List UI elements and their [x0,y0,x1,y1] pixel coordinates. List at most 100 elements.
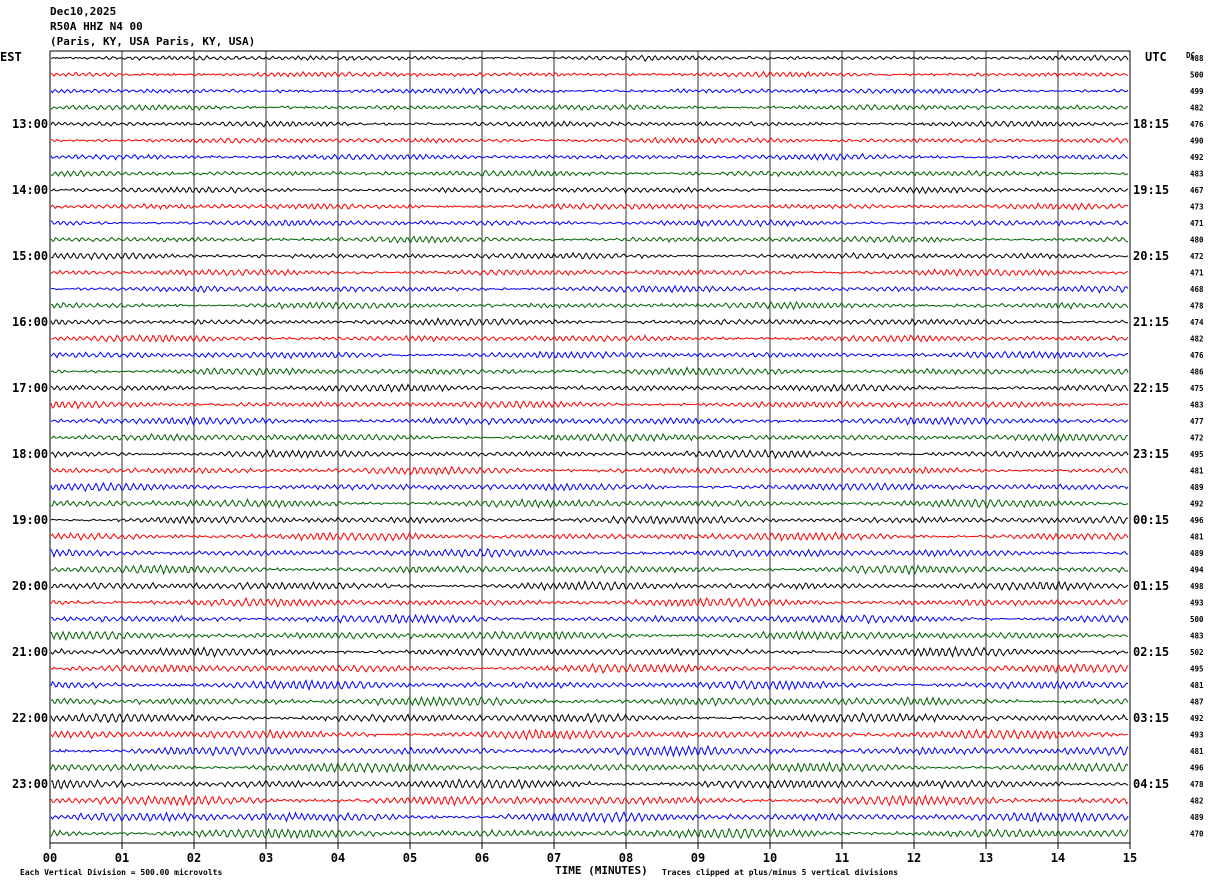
trace-15 [50,300,1129,311]
dc-value: 470 [1190,830,1204,839]
dc-value: 471 [1190,269,1204,278]
dc-value: 478 [1190,302,1204,311]
dc-value: 499 [1190,87,1204,96]
trace-36 [50,645,1129,658]
dc-value: 480 [1190,236,1204,245]
trace-29 [50,531,1129,542]
dc-value: 500 [1190,71,1204,80]
footer-clip-note: Traces clipped at plus/minus 5 vertical … [662,867,898,877]
x-tick-label: 11 [835,851,849,865]
hour-label-utc: 22:15 [1133,381,1169,395]
dc-value: 483 [1190,401,1204,410]
hour-label-est: 14:00 [12,183,48,197]
trace-27 [50,497,1129,509]
x-tick-label: 10 [763,851,777,865]
trace-13 [50,268,1129,278]
trace-43 [50,761,1129,774]
dc-value: 500 [1190,615,1204,624]
trace-6 [50,152,1129,162]
dc-value: 478 [1190,780,1204,789]
trace-26 [50,481,1129,493]
trace-35 [50,630,1129,642]
trace-3 [50,103,1129,112]
hour-label-est: 16:00 [12,315,48,329]
trace-9 [50,202,1129,211]
dc-value: 493 [1190,731,1204,740]
dc-value: 474 [1190,318,1204,327]
dc-value: 482 [1190,104,1204,113]
dc-value: 496 [1190,516,1204,525]
trace-41 [50,728,1129,741]
trace-32 [50,579,1129,592]
trace-8 [50,186,1129,195]
dc-value: 473 [1190,203,1204,212]
trace-4 [50,120,1129,128]
trace-28 [50,515,1129,525]
hour-label-est: 22:00 [12,711,48,725]
trace-42 [50,744,1129,758]
dc-value: 481 [1190,681,1204,690]
trace-1 [50,70,1129,78]
trace-22 [50,415,1129,427]
trace-21 [50,400,1129,410]
trace-37 [50,662,1129,675]
dc-title: DC [1186,51,1195,60]
dc-value: 498 [1190,582,1204,591]
left-axis-title: EST [0,50,22,64]
dc-value: 490 [1190,137,1204,146]
trace-33 [50,596,1129,608]
x-tick-label: 08 [619,851,633,865]
x-tick-label: 07 [547,851,561,865]
dc-value: 471 [1190,219,1204,228]
dc-value: 494 [1190,566,1204,575]
hour-label-est: 17:00 [12,381,48,395]
footer-scale-note: Each Vertical Division = 500.00 microvol… [20,867,222,877]
hour-label-utc: 20:15 [1133,249,1169,263]
hour-label-utc: 18:15 [1133,117,1169,131]
x-tick-label: 12 [907,851,921,865]
hour-label-est: 13:00 [12,117,48,131]
dc-value: 489 [1190,483,1204,492]
trace-44 [50,778,1129,790]
dc-value: 488 [1190,54,1204,63]
dc-value: 481 [1190,533,1204,542]
trace-34 [50,613,1129,625]
dc-value: 467 [1190,186,1204,195]
hour-label-est: 23:00 [12,777,48,791]
x-tick-label: 03 [259,851,273,865]
x-tick-label: 09 [691,851,705,865]
trace-19 [50,366,1129,377]
hour-label-est: 21:00 [12,645,48,659]
trace-14 [50,284,1129,294]
right-axis-title: UTC [1145,50,1167,64]
dc-value: 492 [1190,153,1204,162]
trace-45 [50,793,1129,807]
date-label: Dec10,2025 [50,5,117,18]
hour-label-utc: 19:15 [1133,183,1169,197]
trace-38 [50,679,1129,691]
x-tick-label: 05 [403,851,417,865]
dc-value: 502 [1190,648,1204,657]
x-tick-label: 06 [475,851,489,865]
trace-46 [50,811,1129,824]
location-label: (Paris, KY, USA Paris, KY, USA) [50,35,256,48]
hour-label-est: 19:00 [12,513,48,527]
trace-47 [50,827,1129,840]
hour-label-utc: 21:15 [1133,315,1169,329]
hour-label-utc: 00:15 [1133,513,1169,527]
dc-value: 489 [1190,813,1204,822]
x-tick-label: 01 [115,851,129,865]
trace-18 [50,350,1129,360]
hour-label-utc: 01:15 [1133,579,1169,593]
hour-label-est: 15:00 [12,249,48,263]
dc-value: 482 [1190,335,1204,344]
dc-value: 492 [1190,714,1204,723]
dc-value: 495 [1190,665,1204,674]
hour-label-est: 20:00 [12,579,48,593]
x-tick-label: 13 [979,851,993,865]
hour-label-est: 18:00 [12,447,48,461]
hour-label-utc: 03:15 [1133,711,1169,725]
station-label: R50A HHZ N4 00 [50,20,143,33]
dc-value: 483 [1190,632,1204,641]
trace-20 [50,383,1129,393]
